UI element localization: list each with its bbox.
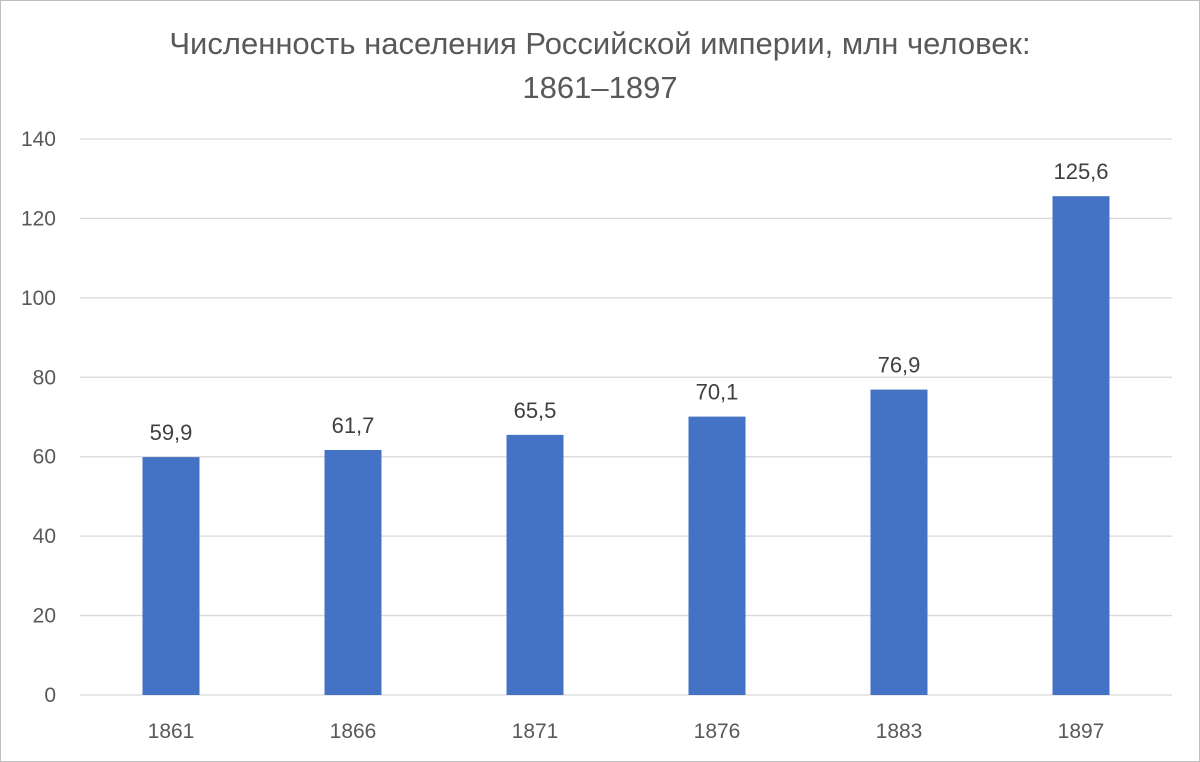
bar-1871 bbox=[506, 434, 564, 695]
y-axis-ticks: 0 20 40 60 80 100 120 140 bbox=[21, 128, 56, 707]
chart-title-line1: Численность населения Российской империи… bbox=[169, 26, 1031, 61]
bar-1861 bbox=[142, 457, 200, 695]
bars bbox=[142, 196, 1110, 695]
x-axis-ticks: 1861 1866 1871 1876 1883 1897 bbox=[148, 720, 1105, 743]
data-labels: 59,9 61,7 65,5 70,1 76,9 125,6 bbox=[150, 159, 1109, 445]
y-tick-label: 100 bbox=[21, 287, 56, 310]
gridlines bbox=[80, 138, 1172, 696]
chart-title: Численность населения Российской империи… bbox=[0, 22, 1200, 110]
bar-1897 bbox=[1052, 196, 1110, 695]
y-tick-label: 80 bbox=[33, 366, 56, 389]
y-tick-label: 20 bbox=[33, 605, 56, 628]
x-tick-label-1866: 1866 bbox=[330, 720, 377, 743]
chart-title-line2: 1861–1897 bbox=[522, 70, 678, 105]
x-tick-label-1897: 1897 bbox=[1058, 720, 1105, 743]
y-tick-label: 60 bbox=[33, 446, 56, 469]
y-tick-label: 40 bbox=[33, 525, 56, 548]
y-tick-label: 120 bbox=[21, 207, 56, 230]
data-label-1866: 61,7 bbox=[332, 413, 375, 438]
bar-1876 bbox=[688, 416, 746, 695]
y-tick-label: 140 bbox=[21, 128, 56, 151]
data-label-1897: 125,6 bbox=[1053, 159, 1108, 184]
y-tick-label: 0 bbox=[44, 684, 56, 707]
data-label-1861: 59,9 bbox=[150, 420, 193, 445]
bar-1883 bbox=[870, 389, 928, 695]
x-tick-label-1883: 1883 bbox=[876, 720, 923, 743]
x-tick-label-1861: 1861 bbox=[148, 720, 195, 743]
data-label-1871: 65,5 bbox=[514, 398, 557, 423]
x-tick-label-1876: 1876 bbox=[694, 720, 741, 743]
data-label-1883: 76,9 bbox=[878, 353, 921, 378]
bar-1866 bbox=[324, 449, 382, 695]
x-tick-label-1871: 1871 bbox=[512, 720, 559, 743]
data-label-1876: 70,1 bbox=[696, 380, 739, 405]
